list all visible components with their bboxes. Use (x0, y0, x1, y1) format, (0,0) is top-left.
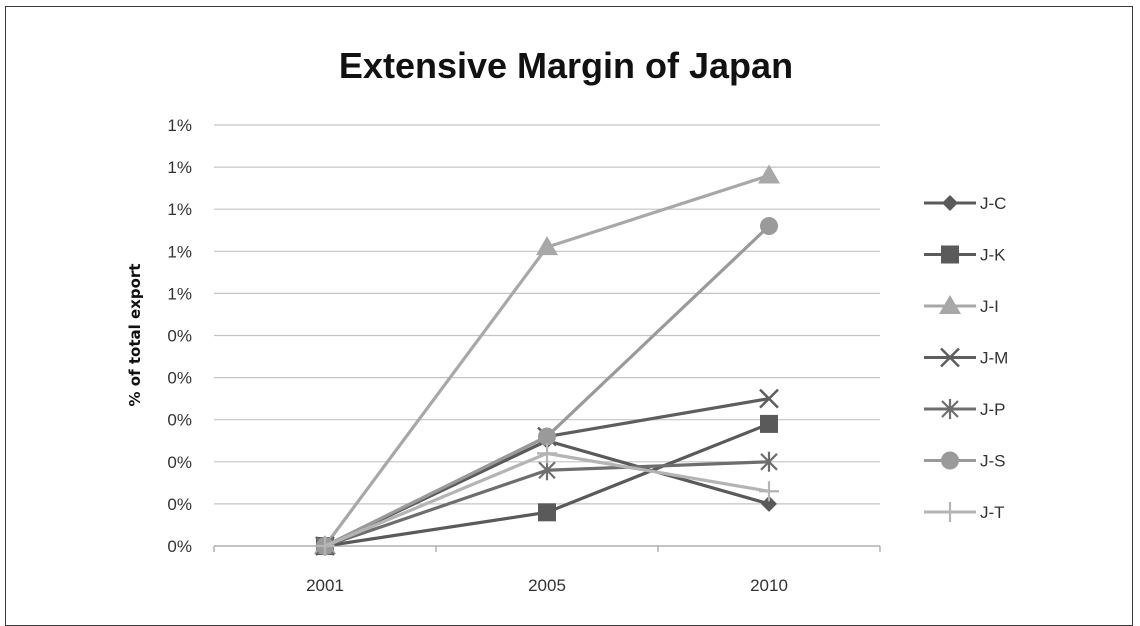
gridlines (213, 124, 881, 552)
y-tick-label: 1% (167, 116, 192, 135)
y-tick-label: 0% (167, 327, 192, 346)
series-j-t (315, 443, 779, 556)
legend-item: J-I (924, 295, 999, 316)
series-j-i (314, 164, 780, 554)
y-tick-label: 0% (167, 495, 192, 514)
series-group (314, 164, 780, 556)
y-tick-label: 1% (167, 200, 192, 219)
y-tick-label: 0% (167, 411, 192, 430)
data-point (315, 536, 335, 556)
y-tick-label: 1% (167, 242, 192, 261)
y-tick-label: 0% (167, 369, 192, 388)
legend-item: J-T (924, 502, 1005, 522)
data-point (538, 503, 556, 522)
series-line (324, 224, 771, 548)
legend-label: J-I (980, 297, 999, 316)
y-tick-label: 1% (167, 284, 192, 303)
data-point (537, 443, 557, 464)
data-point (759, 388, 779, 409)
legend-marker (941, 245, 959, 264)
legend-marker (942, 195, 958, 211)
x-tick-label: 2001 (306, 576, 344, 595)
legend-label: J-K (980, 246, 1006, 265)
legend-item: J-P (924, 399, 1006, 419)
legend-marker (941, 451, 959, 470)
data-point (760, 414, 778, 433)
legend-item: J-S (924, 451, 1006, 471)
y-tick-label: 0% (167, 537, 192, 556)
y-tick-label: 0% (167, 453, 192, 472)
y-tick-label: 1% (167, 158, 192, 177)
chart-title: Extensive Margin of Japan (339, 45, 793, 86)
legend-marker (940, 347, 960, 368)
legend-marker (941, 399, 959, 419)
data-point (760, 217, 778, 236)
legend-label: J-P (980, 400, 1006, 419)
x-tick-label: 2010 (750, 576, 788, 595)
data-point (538, 460, 556, 481)
legend: J-C J-K J-I J-M J-P J-S J-T (924, 194, 1008, 522)
legend-item: J-C (924, 194, 1006, 213)
data-point (761, 495, 777, 512)
legend-marker (939, 295, 961, 314)
data-point (760, 451, 778, 472)
y-axis-label: % of total export (126, 264, 144, 407)
series-line (323, 173, 770, 547)
legend-item: J-M (924, 347, 1008, 368)
data-point (536, 236, 558, 256)
legend-label: J-C (980, 194, 1006, 213)
data-point (538, 427, 556, 446)
legend-label: J-T (980, 503, 1005, 522)
legend-item: J-K (924, 245, 1006, 265)
data-point (758, 164, 780, 184)
legend-marker (940, 502, 960, 522)
data-point (759, 481, 779, 502)
x-tick-label: 2005 (528, 576, 566, 595)
tick-labels: 0% 0% 0% 0% 0% 0% 1% 1% 1% 1% 1% 2001 2005 2010 (167, 116, 787, 595)
legend-label: J-M (980, 349, 1008, 368)
legend-label: J-S (980, 452, 1006, 471)
